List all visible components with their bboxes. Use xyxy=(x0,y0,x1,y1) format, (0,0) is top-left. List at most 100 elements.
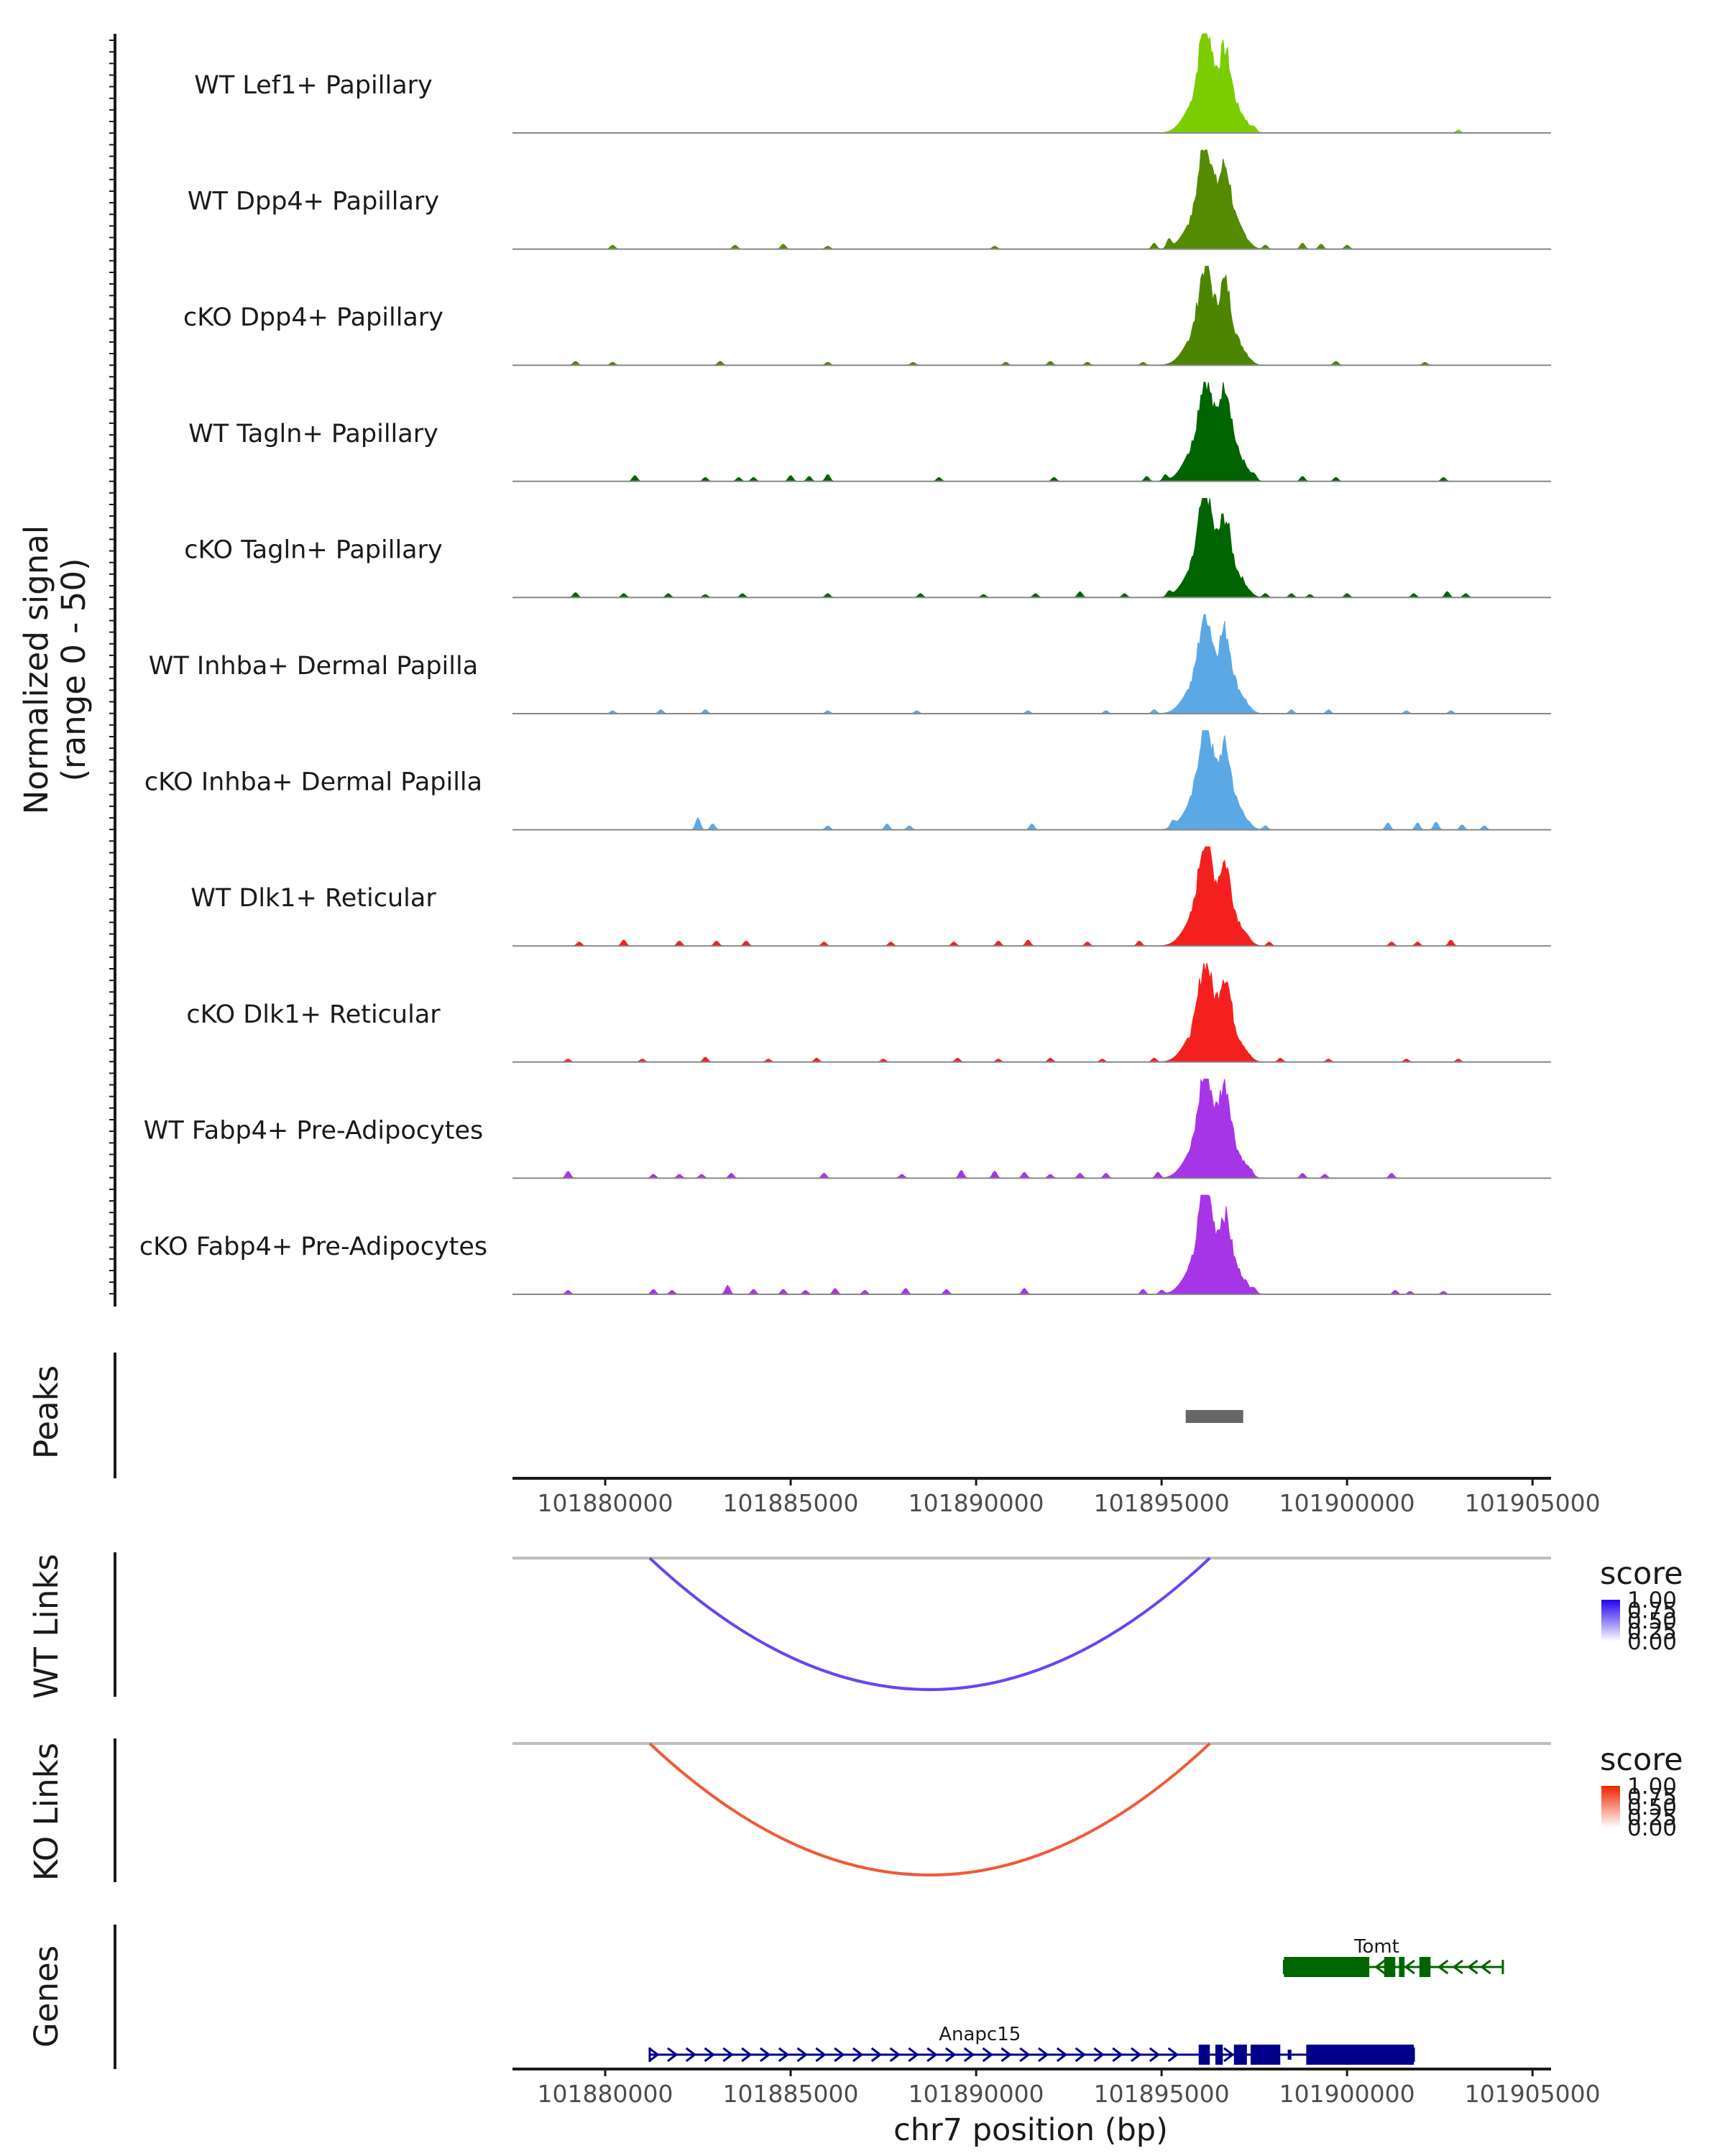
ko-links-panel xyxy=(512,1742,1551,1876)
strand-arrow xyxy=(722,2047,734,2063)
coverage-ylabel: Normalized signal xyxy=(17,525,55,815)
strand-arrow xyxy=(908,2047,919,2063)
signal-area xyxy=(512,1078,1551,1179)
track-label: WT Dlk1+ Reticular xyxy=(190,884,436,913)
x-tick-label: 101885000 xyxy=(723,1489,859,1517)
wt-links-panel xyxy=(512,1557,1551,1691)
signal-area xyxy=(512,846,1551,946)
legend-tick-label: 0.25 xyxy=(1627,1619,1677,1645)
track-10: cKO Fabp4+ Pre-Adipocytes xyxy=(139,1194,1551,1295)
strand-arrow xyxy=(778,2047,790,2063)
x-tick-label: 101880000 xyxy=(538,2080,673,2108)
signal-area xyxy=(512,265,1551,366)
legend-tick-label: 0.00 xyxy=(1627,1629,1677,1655)
strand-arrow xyxy=(982,2047,994,2063)
track-9: WT Fabp4+ Pre-Adipocytes xyxy=(144,1078,1551,1179)
strand-arrow xyxy=(1467,1959,1478,1975)
gene-exon xyxy=(1419,1957,1431,1977)
track-0: WT Lef1+ Papillary xyxy=(194,33,1551,134)
track-label: WT Dpp4+ Papillary xyxy=(188,188,439,216)
x-tick-label: 101900000 xyxy=(1279,2080,1415,2108)
x-tick-label: 101900000 xyxy=(1279,1489,1415,1517)
gene-exon xyxy=(1399,1957,1405,1977)
genes-ylabel: Genes xyxy=(27,1945,65,2047)
x-axis-title: chr7 position (bp) xyxy=(893,2112,1168,2148)
track-7: WT Dlk1+ Reticular xyxy=(190,846,1551,947)
strand-arrow xyxy=(1038,2047,1049,2063)
x-tick-label: 101905000 xyxy=(1465,2080,1601,2108)
x-tick-label: 101890000 xyxy=(908,1489,1044,1517)
gene-exon xyxy=(1284,1957,1370,1977)
track-4: cKO Tagln+ Papillary xyxy=(184,497,1551,599)
track-3: WT Tagln+ Papillary xyxy=(188,382,1551,482)
strand-arrow xyxy=(796,2047,809,2063)
strand-arrow xyxy=(667,2047,678,2063)
gene-exon xyxy=(1306,2045,1414,2065)
track-label: WT Tagln+ Papillary xyxy=(188,420,438,448)
link-arc xyxy=(648,1557,1211,1691)
signal-area xyxy=(512,149,1551,250)
coverage-y-ticks xyxy=(109,40,115,1295)
strand-arrow xyxy=(1075,2047,1087,2063)
strand-arrow xyxy=(741,2047,753,2063)
strand-arrow xyxy=(1374,1959,1386,1975)
genes-x-axis: 101880000 101885000 101890000 101895000 1019… xyxy=(512,2068,1601,2108)
track-label: WT Lef1+ Papillary xyxy=(194,71,433,100)
track-2: cKO Dpp4+ Papillary xyxy=(183,265,1551,367)
strand-arrow xyxy=(1452,1959,1463,1975)
legend-tick-label: 0.75 xyxy=(1627,1598,1677,1624)
strand-arrow xyxy=(926,2047,938,2063)
strand-arrow xyxy=(945,2047,957,2063)
strand-arrow xyxy=(760,2047,771,2063)
genes-panel: Tomt Anapc15 xyxy=(648,1936,1504,2065)
coverage-ylabel-range: (range 0 - 50) xyxy=(55,558,93,781)
peaks-ylabel: Peaks xyxy=(27,1365,65,1459)
track-label: cKO Tagln+ Papillary xyxy=(184,535,443,564)
x-tick-label: 101885000 xyxy=(723,2080,859,2108)
wt-links-ylabel: WT Links xyxy=(27,1554,65,1699)
x-tick-label: 101905000 xyxy=(1465,1489,1601,1517)
signal-area xyxy=(512,730,1551,831)
gene-exon xyxy=(1250,2045,1281,2065)
gene-label: Tomt xyxy=(1353,1936,1399,1958)
strand-arrow xyxy=(889,2047,901,2063)
legend-title: score xyxy=(1600,1742,1683,1778)
gene-label: Anapc15 xyxy=(939,2024,1021,2045)
x-tick-label: 101890000 xyxy=(908,2080,1044,2108)
x-tick-label: 101880000 xyxy=(538,1489,673,1517)
signal-area xyxy=(512,497,1551,598)
strand-arrow xyxy=(1437,1959,1449,1975)
legend-tick-label: 0.75 xyxy=(1627,1784,1677,1810)
track-label: cKO Fabp4+ Pre-Adipocytes xyxy=(139,1233,487,1261)
strand-arrow xyxy=(815,2047,827,2063)
strand-arrow xyxy=(1149,2047,1161,2063)
legend-tick-label: 0.25 xyxy=(1627,1805,1677,1831)
legend-title: score xyxy=(1600,1556,1683,1592)
legend-tick-label: 0.50 xyxy=(1627,1608,1677,1634)
strand-arrow xyxy=(1112,2047,1123,2063)
track-5: WT Inhba+ Dermal Papilla xyxy=(149,614,1551,714)
strand-arrow xyxy=(648,2047,660,2063)
strand-arrow xyxy=(870,2047,883,2063)
legend-tick-label: 1.00 xyxy=(1627,1774,1677,1800)
track-label: cKO Dpp4+ Papillary xyxy=(183,303,443,332)
gene-exon xyxy=(1215,2045,1223,2065)
legend-colorbar xyxy=(1601,1600,1620,1641)
strand-arrow xyxy=(1019,2047,1031,2063)
x-tick-label: 101895000 xyxy=(1094,1489,1230,1517)
strand-arrow xyxy=(1223,2047,1235,2063)
track-8: cKO Dlk1+ Reticular xyxy=(186,962,1551,1063)
signal-area xyxy=(512,962,1551,1063)
signal-area xyxy=(512,1194,1551,1295)
strand-arrow xyxy=(963,2047,975,2063)
peaks-panel xyxy=(1185,1410,1243,1423)
track-label: cKO Dlk1+ Reticular xyxy=(186,1000,441,1029)
coverage-tracks: WT Lef1+ Papillary WT Dpp4+ Papillary cKO … xyxy=(139,33,1551,1295)
strand-arrow xyxy=(685,2047,697,2063)
ko-links-ylabel: KO Links xyxy=(27,1743,65,1881)
strand-arrow xyxy=(1056,2047,1068,2063)
strand-arrow xyxy=(1000,2047,1012,2063)
